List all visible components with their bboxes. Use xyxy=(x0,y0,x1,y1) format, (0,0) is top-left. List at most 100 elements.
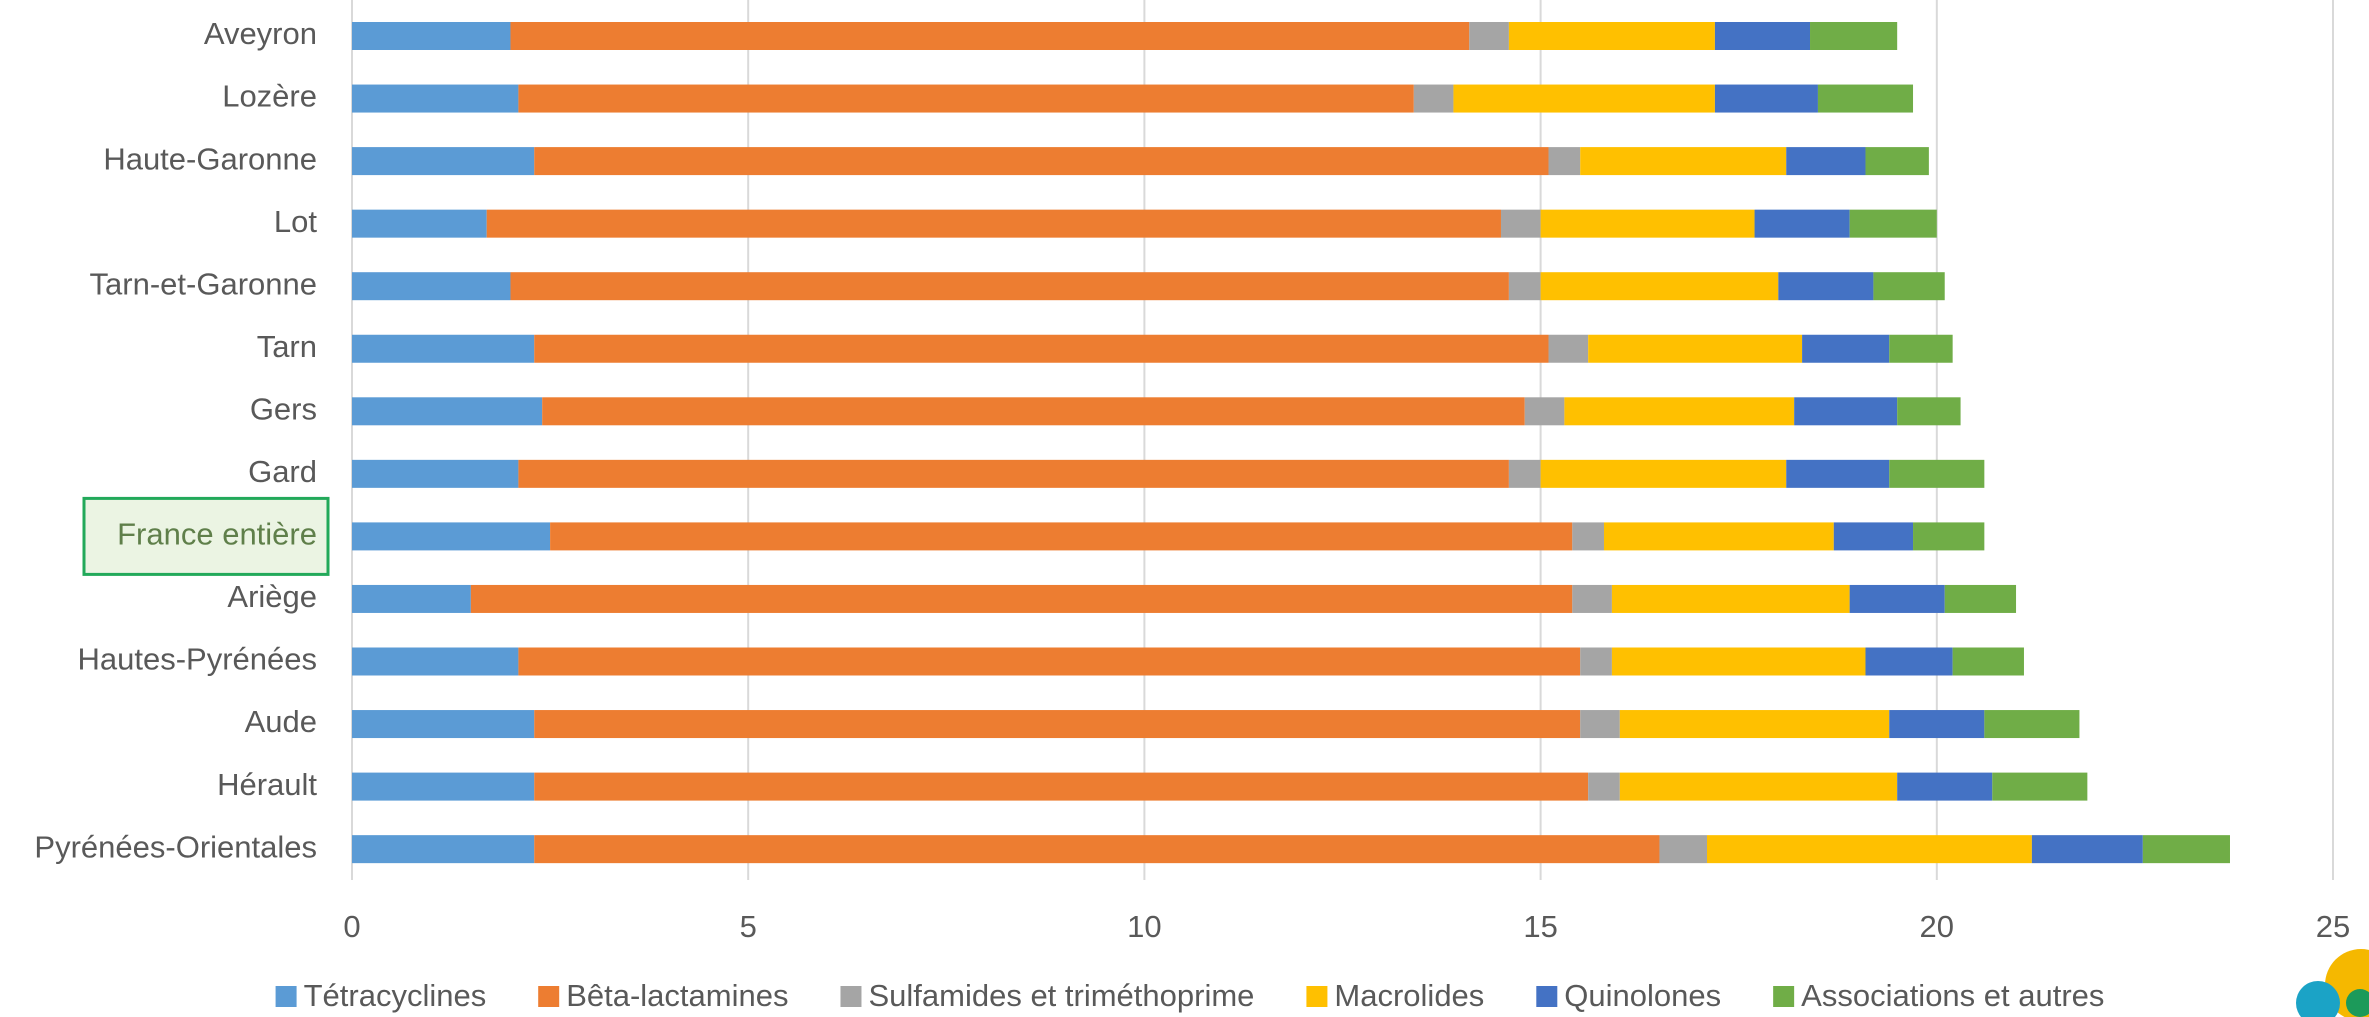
bar-segment xyxy=(1580,647,1612,676)
x-tick-label: 0 xyxy=(343,909,360,944)
bar-segment xyxy=(1588,772,1620,801)
bar-segment xyxy=(1913,522,1985,551)
bar-segment xyxy=(2031,835,2143,864)
bar-segment xyxy=(1786,147,1866,176)
legend-swatch xyxy=(1536,986,1558,1007)
bar-segment xyxy=(1802,334,1890,363)
bar-segment xyxy=(1849,209,1937,238)
bar-segment xyxy=(1611,647,1866,676)
bar-segment xyxy=(1778,272,1874,301)
legend-swatch xyxy=(275,986,297,1007)
bar-segment xyxy=(470,584,1573,613)
bar-segment xyxy=(1580,710,1620,739)
bar-segment xyxy=(510,22,1470,50)
legend-swatch xyxy=(1306,986,1328,1007)
logo-circle xyxy=(2346,989,2369,1017)
y-tick-label: Tarn-et-Garonne xyxy=(90,266,317,301)
bar-segment xyxy=(1889,710,1985,739)
bar-segment xyxy=(1984,710,2080,739)
bar-segment xyxy=(352,397,543,426)
bar-segment xyxy=(1786,459,1890,488)
logo-circle xyxy=(2296,981,2340,1017)
x-tick-label: 20 xyxy=(1920,909,1954,944)
bar-segment xyxy=(1508,272,1541,301)
bar-segment xyxy=(534,835,1660,864)
bar-segment xyxy=(1540,459,1787,488)
bar-segment xyxy=(1540,272,1779,301)
bar-segment xyxy=(1707,835,2032,864)
y-tick-label: Aveyron xyxy=(204,16,317,51)
bar-segment xyxy=(352,522,551,551)
bar-segment xyxy=(534,710,1581,739)
bar-segment xyxy=(2142,835,2230,864)
x-tick-label: 15 xyxy=(1523,909,1557,944)
y-tick-label: Pyrénées-Orientales xyxy=(34,829,317,864)
legend: Tétracyclines Bêta-lactamines Sulfamides e… xyxy=(275,978,2104,1013)
x-tick-label: 25 xyxy=(2316,909,2350,944)
bar-segment xyxy=(1873,272,1945,301)
bar-segment xyxy=(1794,397,1898,426)
legend-swatch xyxy=(840,986,862,1007)
bar-segment xyxy=(1897,397,1961,426)
legend-swatch xyxy=(1773,986,1795,1007)
bar-segment xyxy=(1810,22,1898,50)
bar-segment xyxy=(352,772,535,801)
bar-segment xyxy=(550,522,1573,551)
bar-segment xyxy=(1754,209,1850,238)
y-tick-label: Lot xyxy=(274,204,317,239)
bar-segment xyxy=(1508,22,1715,50)
bar-segment xyxy=(1548,147,1581,176)
logo xyxy=(2296,949,2369,1017)
legend-swatch xyxy=(538,986,560,1007)
x-tick-label: 5 xyxy=(740,909,757,944)
bar-segment xyxy=(1889,334,1953,363)
bar-segment xyxy=(1944,584,2017,613)
legend-label: Macrolides xyxy=(1334,978,1484,1013)
bar-segment xyxy=(352,209,487,238)
bar-segment xyxy=(1611,584,1850,613)
bar-segment xyxy=(352,272,511,301)
bar-segment xyxy=(518,459,1509,488)
bar-segment xyxy=(486,209,1501,238)
bar-segment xyxy=(1714,84,1818,113)
bar-segment xyxy=(352,835,535,864)
x-tick-label: 10 xyxy=(1127,909,1161,944)
bar-segment xyxy=(1603,522,1834,551)
bar-segment xyxy=(352,647,519,676)
bar-segment xyxy=(534,772,1589,801)
bar-segment xyxy=(1469,22,1509,50)
bar-segment xyxy=(352,22,511,50)
bar-segment xyxy=(518,84,1414,113)
y-tick-label: Gers xyxy=(250,391,317,426)
bar-segment xyxy=(352,710,535,739)
bar-segment xyxy=(1524,397,1565,426)
legend-label: Bêta-lactamines xyxy=(566,978,788,1013)
y-tick-label: Hérault xyxy=(217,767,317,802)
bar-segment xyxy=(352,84,519,113)
y-tick-label: Hautes-Pyrénées xyxy=(77,642,317,677)
bar-segment xyxy=(352,584,471,613)
bar-segment xyxy=(1413,84,1454,113)
bar-segment xyxy=(1865,647,1953,676)
bar-segment xyxy=(1833,522,1914,551)
bar-segment xyxy=(1540,209,1755,238)
bar-segment xyxy=(1564,397,1795,426)
bar-segment xyxy=(1619,710,1890,739)
bar-segment xyxy=(352,147,535,176)
legend-label: Associations et autres xyxy=(1801,978,2104,1013)
bar-segment xyxy=(1500,209,1541,238)
bar-segment xyxy=(510,272,1509,301)
bar-segment xyxy=(1714,22,1811,50)
y-tick-label: Gard xyxy=(248,454,317,489)
bar-segment xyxy=(1897,772,1993,801)
y-tick-label: Ariège xyxy=(227,579,317,614)
legend-label: Tétracyclines xyxy=(304,978,487,1013)
legend-label: Sulfamides et triméthoprime xyxy=(868,978,1254,1013)
bar-segment xyxy=(1619,772,1898,801)
y-tick-label: Lozère xyxy=(222,79,317,114)
bar-segment xyxy=(1548,334,1589,363)
bar-segment xyxy=(352,459,519,488)
bar-segment xyxy=(534,147,1549,176)
bar-segment xyxy=(1889,459,1985,488)
